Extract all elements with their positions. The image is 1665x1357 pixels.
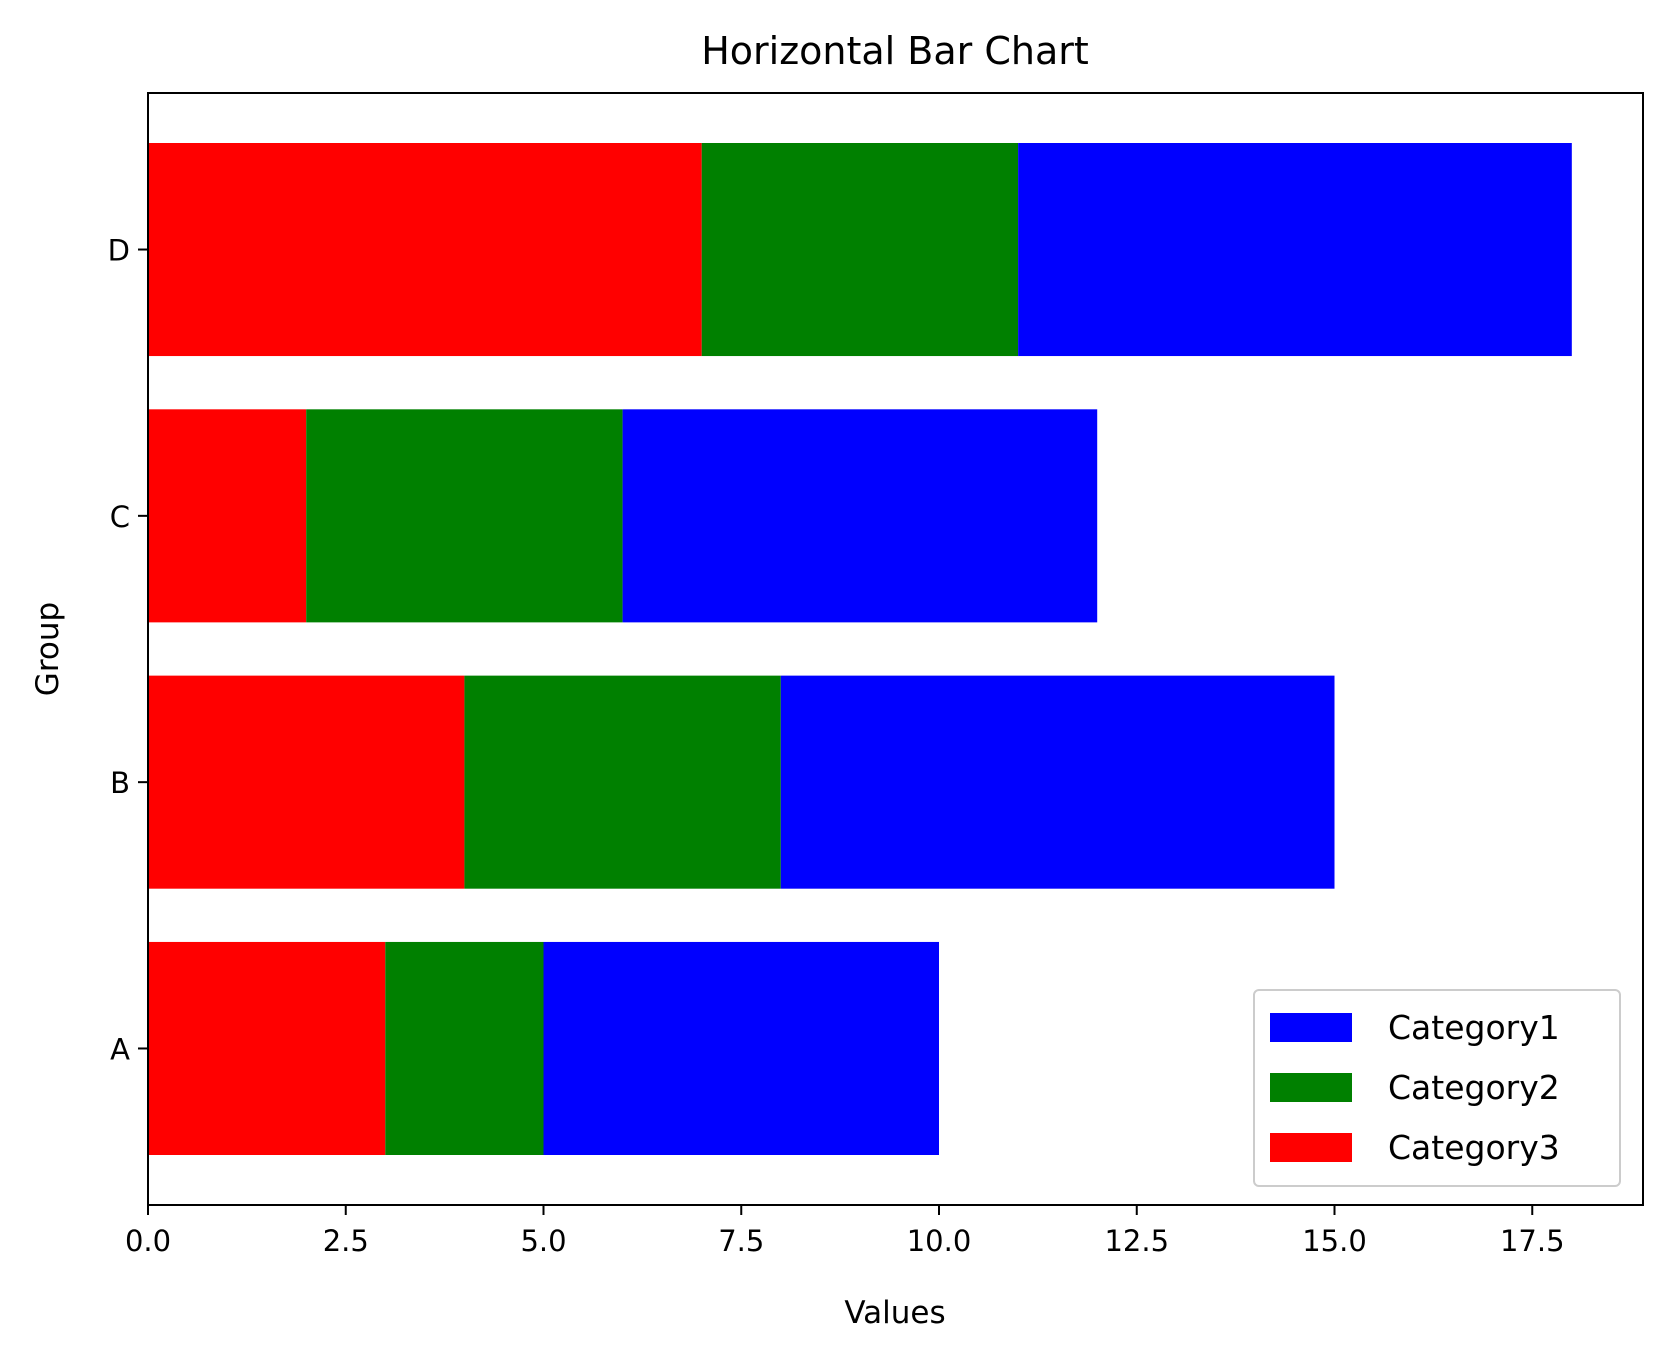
x-axis: 0.0 2.5 5.0 7.5 10.0 12.5 15.0 17.5 [125, 1205, 1565, 1258]
x-tick-label: 7.5 [718, 1224, 764, 1258]
y-tick-label: C [110, 500, 130, 534]
x-tick-label: 2.5 [323, 1224, 369, 1258]
legend-swatch-category1 [1270, 1013, 1352, 1042]
bar-c-category3 [148, 409, 307, 623]
x-tick-label: 5.0 [520, 1224, 566, 1258]
bar-d-category3 [148, 143, 702, 357]
bar-b-category3 [148, 675, 465, 889]
bar-c-category1 [622, 409, 1098, 623]
x-tick-label: 17.5 [1500, 1224, 1565, 1258]
y-tick-label: B [110, 766, 130, 800]
legend-label-category2: Category2 [1388, 1068, 1560, 1107]
bar-a-category2 [385, 941, 544, 1155]
x-tick-label: 15.0 [1302, 1224, 1367, 1258]
legend-swatch-category2 [1270, 1073, 1352, 1102]
y-axis-title: Group [30, 602, 66, 696]
bar-c-category2 [306, 409, 623, 623]
bar-b-category1 [780, 675, 1335, 889]
bar-d-category2 [701, 143, 1019, 357]
chart-title: Horizontal Bar Chart [701, 29, 1089, 73]
y-axis: A B C D [108, 234, 148, 1066]
bars-layer [148, 143, 1572, 1155]
x-tick-label: 10.0 [907, 1224, 972, 1258]
x-tick-label: 0.0 [125, 1224, 171, 1258]
legend-swatch-category3 [1270, 1133, 1352, 1162]
y-tick-label: A [110, 1032, 130, 1066]
legend-label-category3: Category3 [1388, 1128, 1560, 1167]
legend: Category1 Category2 Category3 [1253, 989, 1621, 1187]
bar-a-category1 [543, 941, 940, 1155]
x-tick-label: 12.5 [1104, 1224, 1169, 1258]
bar-b-category2 [464, 675, 781, 889]
bar-a-category3 [148, 941, 386, 1155]
bar-d-category1 [1018, 143, 1572, 357]
legend-label-category1: Category1 [1388, 1008, 1560, 1047]
plot-frame [147, 92, 1644, 1206]
y-tick-label: D [108, 234, 130, 268]
x-axis-title: Values [844, 1295, 945, 1331]
